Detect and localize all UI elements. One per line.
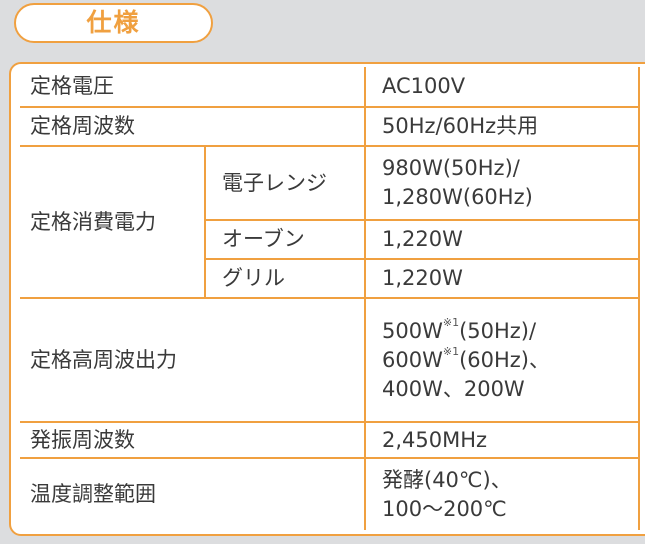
value-line: 発酵(40℃)、 <box>382 467 512 492</box>
row-label: 定格消費電力 <box>20 145 206 299</box>
value-text: (50Hz)/ <box>459 318 537 343</box>
table-row: オーブン 1,220W <box>20 219 640 260</box>
value-text: (60Hz)、 <box>459 347 550 372</box>
row-value: 1,220W <box>364 219 640 260</box>
row-label: 定格高周波出力 <box>20 297 366 423</box>
row-value: 1,220W <box>364 258 640 299</box>
value-text: 600W <box>382 347 443 372</box>
row-label: 定格電圧 <box>20 67 366 108</box>
row-value: 500W※1(50Hz)/ 600W※1(60Hz)、 400W、200W <box>364 297 640 423</box>
row-value: 50Hz/60Hz共用 <box>364 106 640 147</box>
spec-table: 定格電圧 AC100V 定格周波数 50Hz/60Hz共用 定格消費電力 電子レ… <box>20 67 640 530</box>
table-row: 定格周波数 50Hz/60Hz共用 <box>20 106 640 147</box>
value-line: 1,280W(60Hz) <box>382 185 533 209</box>
section-title: 仕様 <box>14 3 213 43</box>
row-value: 2,450MHz <box>364 421 640 459</box>
value-line: 980W(50Hz)/ <box>382 156 520 180</box>
row-value: 980W(50Hz)/ 1,280W(60Hz) <box>364 145 640 221</box>
value-line: 400W、200W <box>382 376 525 401</box>
row-label: 定格周波数 <box>20 106 366 147</box>
table-row: 発振周波数 2,450MHz <box>20 421 640 459</box>
table-row: 温度調整範囲 発酵(40℃)、 100〜200℃ <box>20 457 640 530</box>
value-line: 100〜200℃ <box>382 496 507 521</box>
sub-label: 電子レンジ <box>204 145 366 221</box>
row-value: 発酵(40℃)、 100〜200℃ <box>364 457 640 530</box>
value-line: 600W※1(60Hz)、 <box>382 344 638 375</box>
footnote-mark: ※1 <box>442 344 460 358</box>
row-label: 温度調整範囲 <box>20 457 366 530</box>
footnote-mark: ※1 <box>442 315 460 329</box>
table-row: 定格高周波出力 500W※1(50Hz)/ 600W※1(60Hz)、 400W… <box>20 297 640 423</box>
sub-label: グリル <box>204 258 366 299</box>
row-value: AC100V <box>364 67 640 108</box>
table-row: グリル 1,220W <box>20 258 640 299</box>
table-row: 定格電圧 AC100V <box>20 67 640 108</box>
row-label: 発振周波数 <box>20 421 366 459</box>
table-row: 定格消費電力 電子レンジ 980W(50Hz)/ 1,280W(60Hz) <box>20 145 640 299</box>
value-line: 500W※1(50Hz)/ <box>382 315 638 346</box>
sub-label: オーブン <box>204 219 366 260</box>
value-text: 500W <box>382 318 443 343</box>
